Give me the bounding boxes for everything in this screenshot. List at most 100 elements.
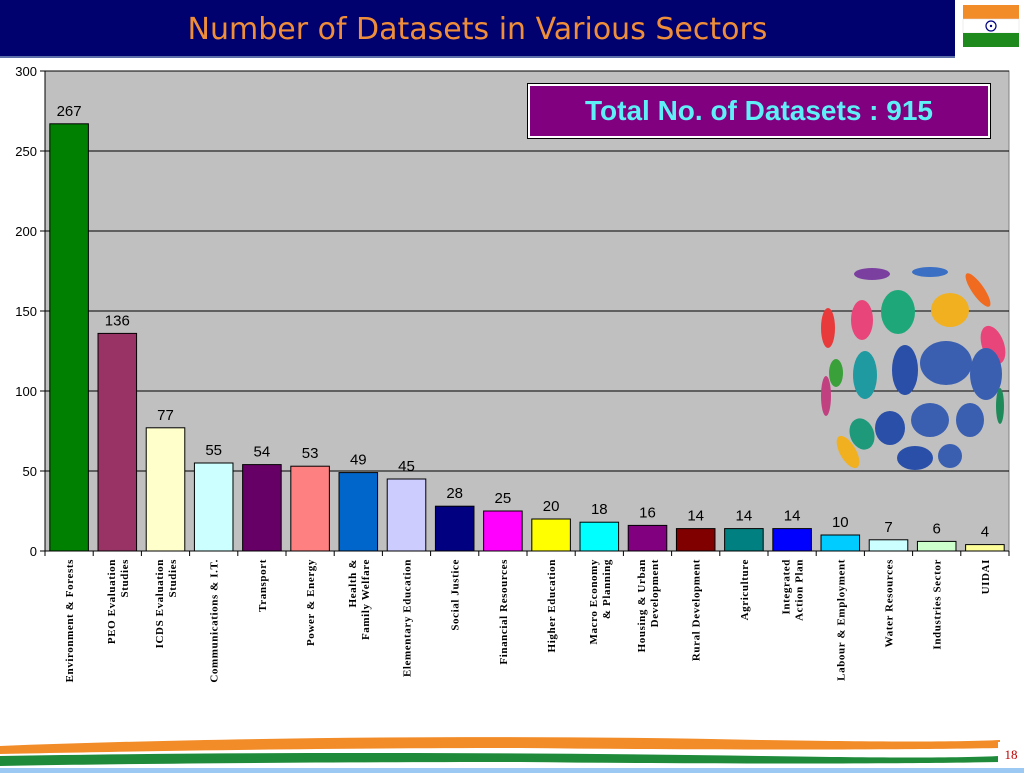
value-label: 20 (543, 498, 560, 515)
bar (965, 544, 1005, 552)
value-label: 28 (446, 485, 463, 502)
value-label: 25 (495, 490, 512, 507)
slide-title: Number of Datasets in Various Sectors (187, 12, 768, 47)
value-label: 77 (157, 407, 174, 424)
y-tick-label: 200 (15, 224, 37, 239)
bar (386, 478, 427, 552)
svg-text:Labour & Employment: Labour & Employment (835, 559, 847, 681)
svg-text:Housing & UrbanDevelopment: Housing & UrbanDevelopment (636, 559, 661, 652)
bar (627, 524, 668, 552)
svg-text:IntegratedAction Plan: IntegratedAction Plan (781, 559, 806, 621)
category-label: Higher Education (546, 559, 558, 652)
category-label: PEO EvaluationStudies (106, 559, 131, 644)
bars (49, 123, 1005, 552)
value-label: 267 (57, 103, 82, 120)
bar (916, 540, 957, 552)
value-label: 4 (981, 524, 989, 541)
bar (675, 528, 716, 552)
title-bar: Number of Datasets in Various Sectors (0, 0, 955, 58)
value-label: 10 (832, 514, 849, 531)
value-label: 55 (205, 442, 222, 459)
page-number: 18 (998, 742, 1024, 768)
svg-text:Industries Sector: Industries Sector (932, 559, 944, 650)
svg-text:Elementary Education: Elementary Education (402, 559, 414, 677)
bar (242, 464, 282, 552)
category-label: ICDS EvaluationStudies (154, 559, 179, 649)
svg-text:Social Justice: Social Justice (450, 559, 462, 631)
svg-text:Water Resources: Water Resources (884, 559, 896, 647)
svg-text:Transport: Transport (257, 559, 269, 612)
bar (193, 462, 234, 552)
category-label: Environment & Forests (64, 559, 76, 683)
total-datasets-box: Total No. of Datasets : 915 (527, 83, 991, 139)
category-label: Social Justice (450, 559, 462, 631)
category-label: Macro Economy& Planning (588, 559, 613, 645)
svg-text:Power & Energy: Power & Energy (305, 559, 317, 646)
y-tick-label: 250 (15, 144, 37, 159)
svg-text:UIDAI: UIDAI (980, 559, 992, 594)
value-label: 14 (784, 508, 801, 525)
value-label: 14 (736, 508, 753, 525)
category-label: Financial Resources (498, 559, 510, 665)
category-label: Water Resources (884, 559, 896, 647)
category-label: UIDAI (980, 559, 992, 594)
value-label: 54 (254, 444, 271, 461)
gridlines (45, 70, 1009, 472)
svg-text:Environment & Forests: Environment & Forests (64, 559, 76, 683)
y-tick-label: 300 (15, 64, 37, 79)
value-labels: 267 136 77 55 54 53 49 45 28 25 20 18 16 14 14 14 10 7 6 4 (57, 103, 989, 541)
value-label: 14 (687, 508, 704, 525)
value-label: 136 (105, 312, 130, 329)
value-label: 49 (350, 452, 367, 469)
svg-text:ICDS EvaluationStudies: ICDS EvaluationStudies (154, 559, 179, 649)
globe-icon (821, 267, 1006, 470)
svg-text:Agriculture: Agriculture (739, 559, 751, 620)
category-label: IntegratedAction Plan (781, 559, 806, 621)
bar (483, 510, 523, 552)
bar (434, 505, 475, 552)
category-label: Communications & I.T. (209, 559, 221, 683)
svg-text:Higher Education: Higher Education (546, 559, 558, 652)
bar (97, 332, 138, 552)
category-label: Health &Family Welfare (347, 559, 372, 640)
tricolor-stripes-icon (0, 737, 1000, 766)
bar (724, 528, 764, 552)
bar (531, 518, 571, 552)
bar (338, 472, 379, 552)
category-label: Power & Energy (305, 559, 317, 646)
svg-text:Rural Development: Rural Development (691, 559, 703, 661)
category-label: Agriculture (739, 559, 751, 620)
category-label: Industries Sector (932, 559, 944, 650)
bar (145, 427, 186, 552)
category-label: Elementary Education (402, 559, 414, 677)
category-labels: Environment & Forests PEO EvaluationStudi… (44, 551, 1010, 683)
svg-text:Macro Economy& Planning: Macro Economy& Planning (588, 559, 613, 645)
value-label: 45 (398, 458, 415, 475)
value-label: 18 (591, 501, 608, 518)
india-flag-icon (955, 0, 1024, 58)
y-tick-label: 150 (15, 304, 37, 319)
svg-text:Health &Family Welfare: Health &Family Welfare (347, 559, 372, 640)
y-tick-label: 100 (15, 384, 37, 399)
svg-text:Communications & I.T.: Communications & I.T. (209, 559, 221, 683)
footer-band (0, 720, 1024, 768)
bar (49, 123, 89, 552)
value-label: 53 (302, 445, 319, 462)
category-label: Housing & UrbanDevelopment (636, 559, 661, 652)
svg-text:PEO EvaluationStudies: PEO EvaluationStudies (106, 559, 131, 644)
value-label: 6 (933, 520, 941, 537)
bar (772, 528, 812, 552)
category-label: Labour & Employment (835, 559, 847, 681)
value-label: 7 (884, 519, 892, 536)
category-label: Rural Development (691, 559, 703, 661)
bar (820, 534, 861, 552)
bar (290, 465, 330, 552)
y-tick-label: 0 (30, 544, 37, 559)
value-label: 16 (639, 504, 656, 521)
svg-text:Financial Resources: Financial Resources (498, 559, 510, 665)
bar (868, 539, 909, 552)
bar (579, 521, 620, 552)
category-label: Transport (257, 559, 269, 612)
y-tick-label: 50 (23, 464, 37, 479)
